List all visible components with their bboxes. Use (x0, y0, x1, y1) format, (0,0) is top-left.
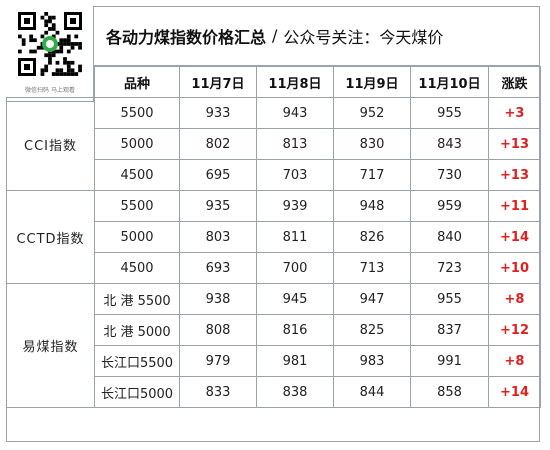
title-main: 各动力煤指数价格汇总 (106, 27, 267, 47)
price-cell: 717 (333, 159, 411, 191)
change-cell: +3 (488, 97, 541, 129)
product-cell: 5000 (94, 128, 180, 160)
price-cell: 935 (179, 190, 257, 222)
price-cell: 825 (333, 314, 411, 346)
price-cell: 955 (410, 97, 489, 129)
header-corner (6, 66, 95, 98)
table-row: CCTD指数 5500 935 939 948 959 +11 (6, 190, 541, 284)
price-cell: 983 (333, 345, 411, 377)
change-cell: +13 (488, 159, 541, 191)
price-cell: 952 (333, 97, 411, 129)
header-nov8: 11月8日 (256, 66, 334, 98)
table-body: CCI指数 5500 933 943 952 955 +3 5000 802 813 830 843 +… (6, 97, 541, 408)
price-cell: 981 (256, 345, 334, 377)
header-product: 品种 (94, 66, 180, 98)
change-cell: +10 (488, 252, 541, 284)
product-cell: 4500 (94, 252, 180, 284)
price-cell: 723 (410, 252, 489, 284)
group-label: CCI指数 (6, 97, 95, 191)
price-table: 品种 11月7日 11月8日 11月9日 11月10日 涨跌 CCI指数 5500… (6, 66, 541, 408)
product-cell: 5500 (94, 190, 180, 222)
change-cell: +12 (488, 314, 541, 346)
title-separator: / (272, 26, 278, 45)
price-cell: 943 (256, 97, 334, 129)
table-row: 长江口5000 833 838 844 858 +14 (7, 376, 541, 408)
header-change: 涨跌 (488, 66, 541, 98)
price-cell: 840 (410, 221, 489, 253)
price-cell: 947 (333, 283, 411, 315)
price-cell: 945 (256, 283, 334, 315)
product-cell: 4500 (94, 159, 180, 191)
price-cell: 811 (256, 221, 334, 253)
product-cell: 长江口5000 (94, 376, 180, 408)
table-row: 北 港 5000 808 816 825 837 +12 (7, 314, 541, 346)
price-cell: 838 (256, 376, 334, 408)
price-cell: 803 (179, 221, 257, 253)
header-nov7: 11月7日 (179, 66, 257, 98)
price-cell: 833 (179, 376, 257, 408)
price-cell: 693 (179, 252, 257, 284)
price-cell: 830 (333, 128, 411, 160)
price-cell: 979 (179, 345, 257, 377)
change-cell: +8 (488, 283, 541, 315)
page-title: 各动力煤指数价格汇总 / 公众号关注：今天煤价 (94, 6, 540, 66)
product-cell: 北 港 5500 (94, 283, 180, 315)
price-cell: 816 (256, 314, 334, 346)
table-row: 易煤指数北 港 5500 938 945 947 955 +8 (6, 283, 541, 408)
group-label: CCTD指数 (6, 190, 95, 284)
price-cell: 813 (256, 128, 334, 160)
group-label: 易煤指数 (6, 283, 95, 408)
header-nov10: 11月10日 (410, 66, 489, 98)
table-row: 4500 695 703 717 730 +13 (7, 159, 541, 191)
price-cell: 858 (410, 376, 489, 408)
price-cell: 959 (410, 190, 489, 222)
product-cell: 5500 (94, 97, 180, 129)
price-cell: 802 (179, 128, 257, 160)
price-cell: 991 (410, 345, 489, 377)
price-cell: 713 (333, 252, 411, 284)
header-nov9: 11月9日 (333, 66, 411, 98)
change-cell: +8 (488, 345, 541, 377)
price-cell: 948 (333, 190, 411, 222)
price-cell: 808 (179, 314, 257, 346)
change-cell: +14 (488, 221, 541, 253)
price-cell: 730 (410, 159, 489, 191)
change-cell: +14 (488, 376, 541, 408)
price-cell: 844 (333, 376, 411, 408)
price-cell: 939 (256, 190, 334, 222)
price-cell: 843 (410, 128, 489, 160)
header-row: 品种 11月7日 11月8日 11月9日 11月10日 涨跌 (6, 66, 541, 98)
product-cell: 长江口5500 (94, 345, 180, 377)
price-cell: 933 (179, 97, 257, 129)
product-cell: 5000 (94, 221, 180, 253)
table-row: 5000 803 811 826 840 +14 (7, 221, 541, 253)
price-cell: 700 (256, 252, 334, 284)
price-cell: 837 (410, 314, 489, 346)
price-cell: 826 (333, 221, 411, 253)
title-subtitle: 公众号关注：今天煤价 (283, 27, 444, 47)
table-row: 5000 802 813 830 843 +13 (7, 128, 541, 160)
price-cell: 695 (179, 159, 257, 191)
change-cell: +13 (488, 128, 541, 160)
table-row: 长江口5500 979 981 983 991 +8 (7, 345, 541, 377)
table-row: CCI指数 5500 933 943 952 955 +3 (6, 97, 541, 191)
change-cell: +11 (488, 190, 541, 222)
price-cell: 955 (410, 283, 489, 315)
price-cell: 703 (256, 159, 334, 191)
price-cell: 938 (179, 283, 257, 315)
product-cell: 北 港 5000 (94, 314, 180, 346)
